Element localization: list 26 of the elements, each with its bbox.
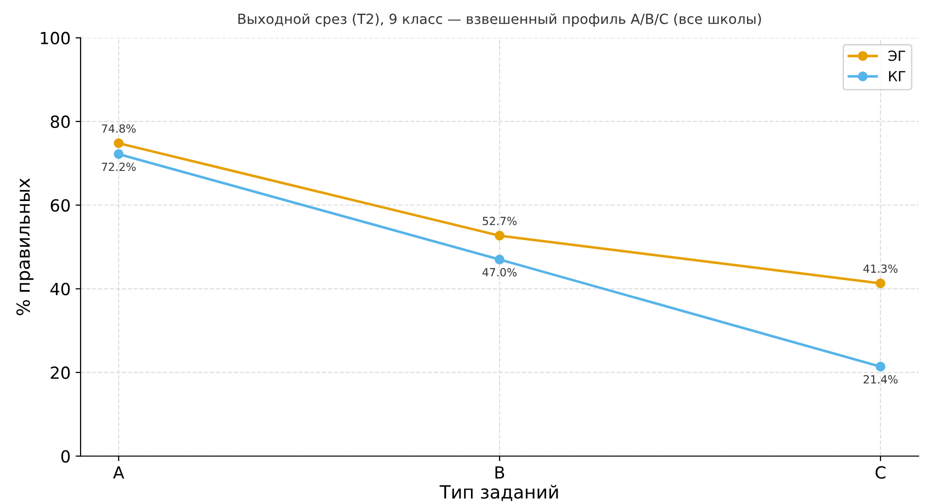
y-tick-label: 80 [50,115,70,128]
point [494,230,504,241]
x-tick-label: A [113,466,124,479]
y-tick-label: 0 [61,450,70,463]
x-axis-title: Тип заданий [440,484,558,501]
y-tick-label: 20 [50,366,70,380]
data-label: 21.4% [864,375,898,384]
x-tick-label: B [495,466,504,479]
y-axis-title: % правильных [16,178,34,316]
y-tick-label: 60 [50,199,70,212]
legend-label: КГ [889,71,906,82]
point [876,278,886,288]
y-tick-label: 40 [50,282,70,296]
y-tick-label: 100 [40,32,70,44]
point [876,362,886,372]
data-label: 47.0% [482,268,517,276]
data-label: 41.3% [863,264,898,273]
legend-label: ЭГ [888,50,906,62]
data-label: 74.8% [102,124,136,133]
chart-title: Выходной срез (T2), 9 класс — взвешенный профиль A/B/C (все школы) [238,13,761,27]
point [114,138,124,148]
point [494,254,504,264]
data-label: 52.7% [482,216,517,226]
point [114,149,124,159]
data-label: 72.2% [102,162,136,172]
x-tick-label: C [876,466,886,479]
